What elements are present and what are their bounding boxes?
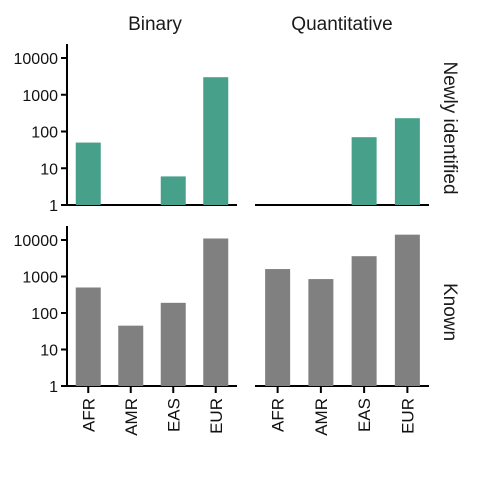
y-tick-label: 1000 (22, 270, 58, 287)
y-tick-label: 1 (49, 198, 58, 215)
bar-binary-known-eas (160, 302, 186, 386)
bar-binary-known-eur (203, 238, 229, 386)
y-tick-label: 10 (40, 343, 58, 360)
y-tick-label: 10 (40, 161, 58, 178)
x-tick-label: EUR (207, 398, 226, 434)
bar-quantitative-newly-identified-eas (351, 137, 377, 205)
bar-binary-newly-identified-eas (160, 176, 186, 205)
y-tick-label: 10000 (14, 51, 59, 68)
y-tick-label: 1 (49, 379, 58, 396)
column-strip-binary: Binary (128, 14, 182, 35)
x-tick-label: AFR (79, 398, 98, 432)
y-tick-label: 100 (31, 306, 58, 323)
bar-binary-newly-identified-afr (75, 142, 101, 205)
x-tick-label: EAS (164, 398, 183, 432)
bar-binary-known-amr (118, 325, 144, 386)
column-strip-quantitative: Quantitative (291, 14, 392, 35)
bar-quantitative-known-afr (265, 269, 291, 386)
y-tick-label: 10000 (14, 233, 59, 250)
y-tick-label: 100 (31, 125, 58, 142)
y-tick-label: 1000 (22, 88, 58, 105)
bar-quantitative-known-eas (351, 256, 377, 386)
x-tick-label: EUR (398, 398, 417, 434)
x-tick-label: AMR (122, 398, 141, 436)
x-tick-label: EAS (355, 398, 374, 432)
row-strip-newly-identified: Newly identified (439, 61, 460, 194)
bar-binary-known-afr (75, 287, 101, 386)
plot-area: 1 10 100 1000 10000 1 10 100 1000 10000 AFR AMR EAS E… (14, 44, 429, 436)
bar-quantitative-known-amr (308, 279, 334, 386)
bar-quantitative-newly-identified-eur (394, 118, 420, 205)
bar-binary-newly-identified-eur (203, 77, 229, 205)
x-tick-label: AMR (312, 398, 331, 436)
row-strip-known: Known (439, 283, 460, 341)
x-tick-label: AFR (269, 398, 288, 432)
bar-quantitative-known-eur (394, 234, 420, 386)
